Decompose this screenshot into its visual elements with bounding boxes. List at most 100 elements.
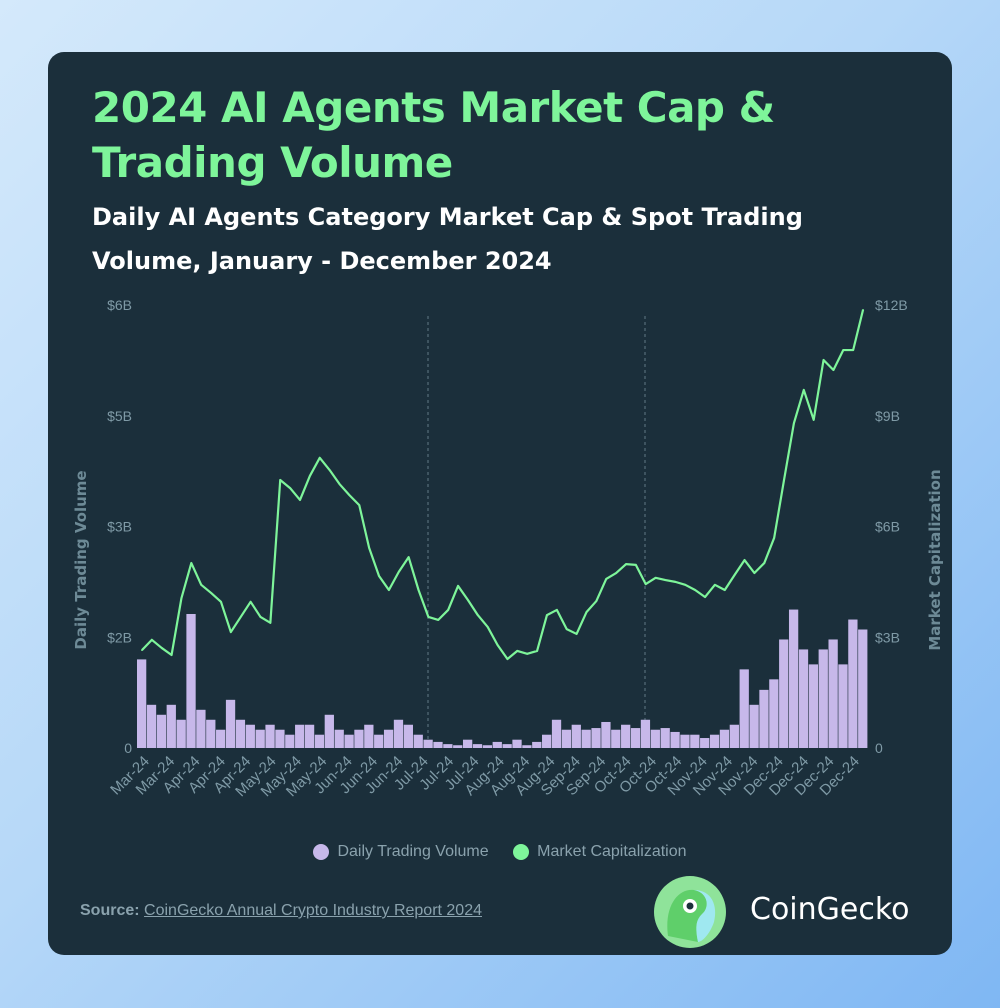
volume-bar — [670, 731, 680, 748]
volume-bar — [838, 664, 848, 748]
market-cap-point — [763, 562, 766, 564]
market-cap-point — [674, 581, 677, 583]
market-cap-point — [585, 611, 588, 613]
market-cap-point — [783, 479, 785, 481]
y-right-tick-label: $6B — [875, 519, 900, 535]
volume-bar — [542, 734, 552, 748]
volume-bar — [621, 724, 631, 748]
market-cap-point — [358, 504, 361, 506]
volume-bar — [601, 721, 611, 748]
market-cap-point — [654, 577, 657, 579]
volume-bar — [472, 744, 483, 748]
volume-bar — [650, 729, 660, 748]
volume-bar — [354, 729, 364, 748]
market-cap-point — [743, 559, 746, 561]
volume-bar — [196, 709, 206, 748]
volume-bar — [779, 639, 789, 748]
volume-bar — [206, 719, 216, 748]
volume-bar — [225, 699, 236, 748]
market-cap-point — [556, 609, 558, 611]
source-link[interactable]: CoinGecko Annual Crypto Industry Report … — [144, 902, 482, 919]
market-cap-point — [684, 584, 687, 586]
market-cap-point — [180, 597, 183, 599]
market-cap-point — [595, 600, 598, 602]
legend-market-cap-label: Market Capitalization — [537, 843, 687, 860]
volume-bar — [344, 734, 354, 748]
volume-bar — [630, 728, 641, 748]
y-left-tick-label: $5B — [107, 408, 132, 424]
market-cap-point — [733, 574, 736, 576]
volume-bar — [690, 734, 700, 748]
volume-bar — [512, 739, 522, 748]
market-cap-point — [417, 589, 420, 591]
market-cap-point — [299, 499, 301, 501]
market-cap-point — [220, 601, 222, 603]
volume-bar — [700, 738, 710, 748]
legend: Daily Trading Volume Market Capitalizati… — [0, 843, 1000, 865]
y-left-tick-label: $3B — [107, 519, 132, 535]
market-cap-point — [832, 369, 835, 371]
market-cap-point — [793, 422, 795, 424]
volume-bar — [769, 679, 779, 748]
volume-bar — [660, 728, 670, 748]
volume-bar — [719, 729, 730, 748]
coingecko-logo-icon — [654, 876, 726, 948]
volume-bar — [759, 689, 769, 748]
volume-bar — [611, 729, 621, 748]
volume-bar — [453, 745, 463, 748]
volume-bar — [393, 719, 404, 748]
legend-volume[interactable]: Daily Trading Volume — [313, 843, 489, 861]
legend-market-cap[interactable]: Market Capitalization — [513, 843, 687, 861]
market-cap-point — [822, 359, 825, 361]
market-cap-point — [635, 564, 637, 566]
volume-bar — [364, 724, 374, 748]
market-cap-point — [546, 614, 548, 616]
market-cap-point — [565, 628, 568, 630]
volume-dot-icon — [313, 844, 330, 860]
market-cap-point — [605, 578, 608, 580]
market-cap-point — [200, 584, 203, 586]
market-cap-point — [279, 479, 282, 481]
market-cap-point — [812, 419, 815, 421]
market-cap-point — [230, 631, 232, 633]
market-cap-point — [388, 589, 390, 591]
volume-bar — [265, 724, 275, 748]
market-cap-point — [644, 583, 647, 585]
market-cap-point — [348, 494, 351, 496]
y-right-tick-label: $9B — [875, 408, 900, 424]
y-left-axis-title: Daily Trading Volume — [72, 470, 90, 649]
y-right-axis-title: Market Capitalization — [926, 469, 944, 650]
source-label: Source: — [80, 902, 140, 919]
volume-bar — [383, 729, 394, 748]
y-left-tick-label: $6B — [107, 297, 132, 313]
market-cap-point — [407, 556, 410, 558]
source: Source: CoinGecko Annual Crypto Industry… — [80, 902, 482, 920]
market-cap-point — [427, 616, 430, 618]
volume-bar — [235, 719, 246, 748]
volume-bar — [255, 729, 265, 748]
volume-bar — [137, 659, 147, 748]
market-cap-point — [852, 349, 854, 351]
volume-bar — [739, 669, 749, 748]
chart-subtitle: Daily AI Agents Category Market Cap & Sp… — [92, 203, 803, 275]
volume-bar — [433, 741, 443, 748]
volume-bar — [522, 745, 532, 748]
volume-bar — [640, 719, 651, 748]
market-cap-point — [378, 575, 380, 577]
volume-bar — [423, 739, 433, 748]
volume-bar — [551, 719, 562, 748]
market-cap-point — [447, 609, 449, 611]
market-cap-point — [536, 650, 538, 652]
y-right-tick-label: $3B — [875, 629, 900, 645]
market-cap-point — [615, 572, 617, 574]
market-cap-point — [625, 563, 627, 565]
market-cap-point — [575, 633, 578, 635]
market-cap-point — [259, 616, 262, 618]
y-right-tick-label: 0 — [875, 740, 883, 756]
market-cap-point — [714, 584, 716, 586]
volume-bar — [848, 619, 858, 748]
market-cap-point — [338, 483, 341, 485]
volume-bar — [591, 728, 601, 748]
volume-bar — [334, 729, 344, 748]
